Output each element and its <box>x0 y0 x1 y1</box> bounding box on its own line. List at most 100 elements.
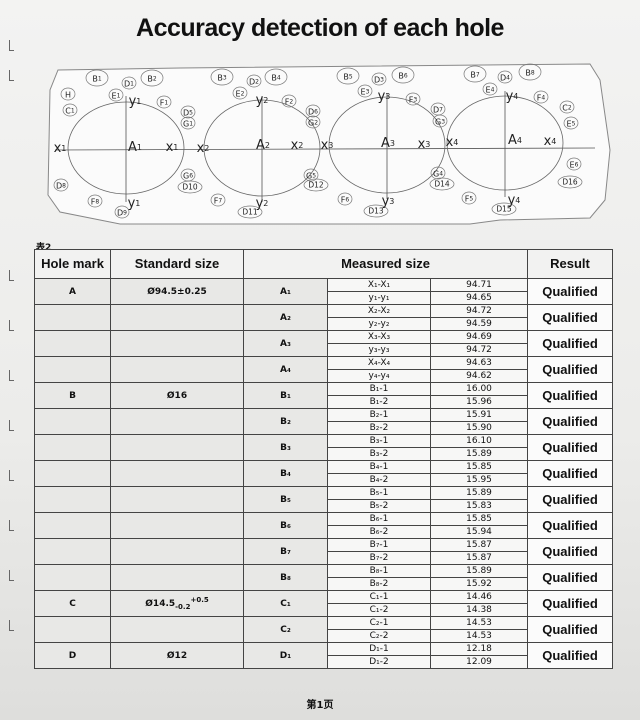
hole-label-f2: F2 <box>285 97 294 106</box>
hole-label-e1: E1 <box>112 91 121 100</box>
measurement-value: 14.38 <box>429 603 529 617</box>
hole-label-d10: D10 <box>182 183 198 192</box>
result-cell: Qualified <box>527 616 614 643</box>
hole-circle <box>430 166 446 180</box>
hole-label-d3: D3 <box>374 75 384 84</box>
measurement-label: B₈-1 <box>327 564 431 578</box>
hole-circle <box>363 204 389 218</box>
binding-mark <box>9 570 14 581</box>
table-row: D₁-2 12.09 <box>35 655 613 669</box>
hole-label-d16: D16 <box>562 178 578 187</box>
measurement-value: 15.85 <box>429 460 529 474</box>
hole-label-y2: y2 <box>256 196 269 211</box>
hole-label-y3: y3 <box>382 194 395 209</box>
binding-mark <box>9 620 14 631</box>
hole-label-y1: y1 <box>128 196 141 211</box>
hole-circle <box>85 69 109 87</box>
binding-mark <box>9 320 14 331</box>
hole-mark-cell <box>34 356 111 383</box>
measurement-label: y₃-y₃ <box>327 343 431 357</box>
hole-label-d15: D15 <box>496 205 512 214</box>
hole-circle <box>303 168 319 182</box>
standard-size-value: Ø12 <box>166 650 188 661</box>
result-cell: Qualified <box>527 460 614 487</box>
result-cell: Qualified <box>527 330 614 357</box>
result-cell: Qualified <box>527 486 614 513</box>
measurement-value: 15.89 <box>429 564 529 578</box>
standard-size-value: Ø94.5±0.25 <box>147 286 207 297</box>
hole-label-x2: x2 <box>197 141 210 156</box>
measurement-label: B₁-2 <box>327 395 431 409</box>
standard-size-cell <box>110 408 244 435</box>
binding-mark <box>9 420 14 431</box>
hole-mark-cell <box>34 616 111 643</box>
header-hole-mark: Hole mark <box>34 249 111 279</box>
hole-id-cell: B₈ <box>243 564 328 591</box>
table-row: B₂ B₂-1 15.91 Qualified <box>34 408 614 435</box>
hole-circle <box>336 67 360 85</box>
hole-label-f8: F8 <box>91 197 100 206</box>
header-standard-size: Standard size <box>110 249 244 279</box>
measurement-label: B₃-1 <box>327 434 431 448</box>
measurement-value: 16.10 <box>429 434 529 448</box>
hole-label-f3: F3 <box>409 95 418 104</box>
standard-size-value: Ø16 <box>166 390 188 401</box>
hole-label-x4: x4 <box>544 134 557 149</box>
table-row: B₈ B₈-1 15.89 Qualified <box>34 564 614 591</box>
table-row: B₇ B₇-1 15.87 Qualified <box>34 538 614 565</box>
hole-label-x3: x3 <box>321 138 334 153</box>
measurement-value: 15.91 <box>429 408 529 422</box>
measurement-value: 12.18 <box>429 642 529 656</box>
hole-circle <box>463 65 487 83</box>
measurement-value: 15.87 <box>429 551 529 565</box>
hole-label-d11: D11 <box>242 208 258 217</box>
table-row: C₁-2 14.38 <box>35 603 613 617</box>
hole-circle <box>557 175 583 189</box>
measurement-label: B₄-1 <box>327 460 431 474</box>
result-cell: Qualified <box>527 382 614 409</box>
header-result: Result <box>527 249 614 279</box>
measurement-label: y₄-y₄ <box>327 369 431 383</box>
hole-id-cell: B₆ <box>243 512 328 539</box>
result-cell: Qualified <box>527 642 614 669</box>
table-row: C Ø14.5-0.2+0.5 C₁ C₁-1 14.46 Qualified <box>34 590 614 617</box>
measurement-label: B₁-1 <box>327 382 431 396</box>
hole-label-e5: E5 <box>567 119 576 128</box>
standard-size-cell: Ø12 <box>110 642 244 669</box>
standard-size-cell <box>110 304 244 331</box>
hole-label-g1: G1 <box>183 119 193 128</box>
table-row: B₄ B₄-1 15.85 Qualified <box>34 460 614 487</box>
hole-mark-cell <box>34 486 111 513</box>
measurement-label: B₇-2 <box>327 551 431 565</box>
hole-circle <box>53 178 69 192</box>
hole-mark-cell: C <box>34 590 111 617</box>
page-number: 第1页 <box>306 700 334 711</box>
hole-label-f5: F5 <box>465 194 474 203</box>
result-cell: Qualified <box>527 512 614 539</box>
table-row: y₂-y₂ 94.59 <box>35 317 613 331</box>
page-title: Accuracy detection of each hole <box>136 14 504 42</box>
table-row: A₃ X₃-X₃ 94.69 Qualified <box>34 330 614 357</box>
hole-circle <box>232 86 248 100</box>
measurement-value: 94.59 <box>429 317 529 331</box>
hole-label-e6: E6 <box>570 160 579 169</box>
hole-circle <box>177 180 203 194</box>
table-row: y₄-y₄ 94.62 <box>35 369 613 383</box>
hole-label-d13: D13 <box>368 207 384 216</box>
hole-circle <box>559 100 575 114</box>
hole-circle <box>405 92 421 106</box>
measurement-label: B₂-1 <box>327 408 431 422</box>
measurement-value: 15.95 <box>429 473 529 487</box>
hole-id-cell: D₁ <box>243 642 328 669</box>
measurement-label: C₁-2 <box>327 603 431 617</box>
hole-label-c1: C1 <box>65 106 75 115</box>
hole-label-x2: x2 <box>291 138 304 153</box>
table-row: A Ø94.5±0.25 A₁ X₁-X₁ 94.71 Qualified <box>34 278 614 305</box>
table-row: B₄-2 15.95 <box>35 473 613 487</box>
hole-circle <box>140 69 164 87</box>
hole-label-a4: A4 <box>508 133 522 148</box>
measurement-value: 15.89 <box>429 447 529 461</box>
table-row: A₂ X₂-X₂ 94.72 Qualified <box>34 304 614 331</box>
result-cell: Qualified <box>527 434 614 461</box>
hole-label-c2: C2 <box>562 103 572 112</box>
